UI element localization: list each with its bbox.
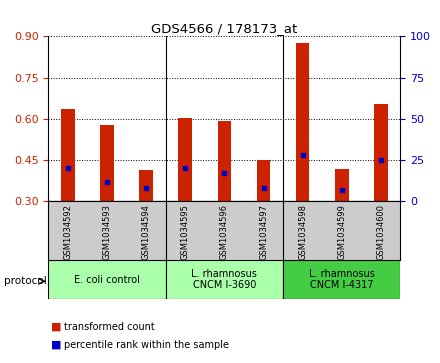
Text: protocol: protocol (4, 276, 47, 286)
Text: GSM1034597: GSM1034597 (259, 204, 268, 260)
Bar (100, 125, 114, 201)
Bar (61, 109, 75, 201)
Text: GSM1034592: GSM1034592 (63, 204, 73, 260)
Text: L. rhamnosus
CNCM I-3690: L. rhamnosus CNCM I-3690 (191, 269, 257, 290)
Bar (166, 260, 283, 299)
Bar (374, 104, 388, 201)
Text: ■: ■ (51, 322, 61, 332)
Bar (139, 170, 153, 201)
Text: GSM1034593: GSM1034593 (103, 204, 112, 260)
Text: GSM1034596: GSM1034596 (220, 204, 229, 260)
Text: ■: ■ (51, 340, 61, 350)
Text: GSM1034599: GSM1034599 (337, 204, 346, 260)
Text: GSM1034594: GSM1034594 (142, 204, 150, 260)
Bar (335, 169, 348, 201)
Bar (296, 43, 309, 201)
Bar (217, 121, 231, 201)
Text: GSM1034600: GSM1034600 (376, 204, 385, 260)
Text: transformed count: transformed count (64, 322, 154, 332)
Bar (257, 160, 270, 201)
Bar (48, 260, 166, 299)
Bar (179, 118, 192, 201)
Bar (283, 260, 400, 299)
Text: L. rhamnosus
CNCM I-4317: L. rhamnosus CNCM I-4317 (309, 269, 375, 290)
Text: E. coli control: E. coli control (74, 274, 140, 285)
Text: GSM1034595: GSM1034595 (181, 204, 190, 260)
Text: GSM1034598: GSM1034598 (298, 204, 307, 260)
Text: percentile rank within the sample: percentile rank within the sample (64, 340, 229, 350)
Title: GDS4566 / 178173_at: GDS4566 / 178173_at (151, 22, 297, 35)
